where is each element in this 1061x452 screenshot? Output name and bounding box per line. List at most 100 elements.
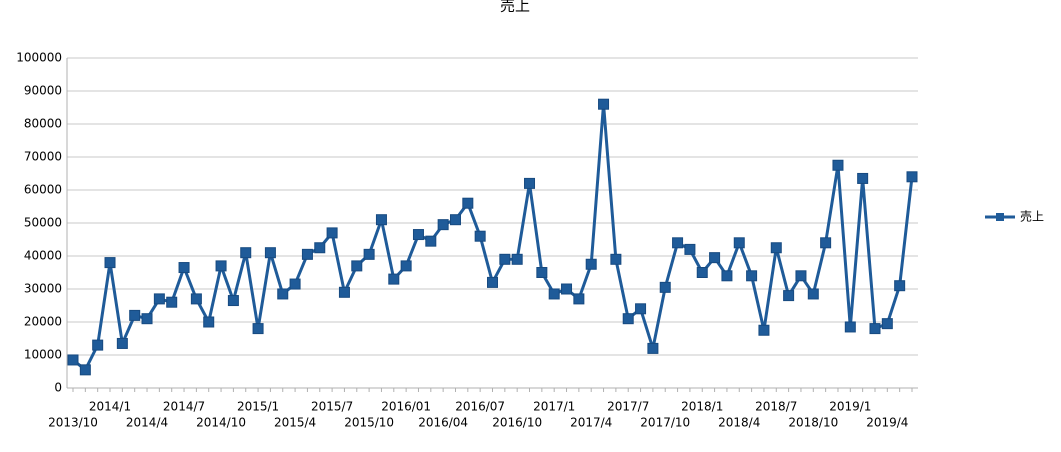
data-point xyxy=(561,283,573,295)
y-tick-label: 10000 xyxy=(24,348,62,362)
data-point xyxy=(709,252,721,264)
data-point xyxy=(548,288,560,300)
data-point xyxy=(240,247,252,259)
x-tick-label: 2015/4 xyxy=(274,416,316,430)
data-point xyxy=(610,253,622,265)
data-point xyxy=(536,267,548,278)
data-point xyxy=(425,235,437,247)
data-point xyxy=(116,337,128,349)
x-tick-label: 2018/7 xyxy=(755,400,797,414)
data-point xyxy=(92,339,104,351)
data-point xyxy=(252,323,264,335)
data-point xyxy=(906,171,918,183)
data-point xyxy=(203,316,215,328)
data-point xyxy=(166,296,178,308)
x-tick-label: 2015/7 xyxy=(311,400,353,414)
x-tick-label: 2014/1 xyxy=(89,400,131,414)
x-tick-label: 2014/4 xyxy=(126,416,168,430)
data-point xyxy=(487,276,498,288)
data-point xyxy=(598,98,610,110)
y-tick-label: 80000 xyxy=(24,117,62,131)
data-point xyxy=(79,364,91,376)
data-point xyxy=(215,260,227,272)
data-point xyxy=(573,293,585,305)
data-point xyxy=(524,177,536,189)
x-tick-label: 2017/10 xyxy=(640,416,690,430)
data-point xyxy=(400,260,412,272)
x-tick-label: 2018/4 xyxy=(718,416,760,430)
data-point xyxy=(437,219,449,231)
data-point xyxy=(449,214,461,226)
data-point xyxy=(881,318,893,330)
data-point xyxy=(844,321,856,333)
x-tick-label: 2017/4 xyxy=(570,416,612,430)
data-point xyxy=(746,270,758,282)
data-point xyxy=(857,172,869,184)
y-tick-label: 30000 xyxy=(24,282,62,296)
x-tick-label: 2016/10 xyxy=(492,416,542,430)
data-point xyxy=(795,270,807,282)
data-point xyxy=(511,253,523,265)
y-tick-label: 40000 xyxy=(24,249,62,263)
data-point xyxy=(104,257,116,269)
x-tick-label: 2018/10 xyxy=(788,416,838,430)
x-tick-label: 2016/01 xyxy=(381,400,431,414)
data-point xyxy=(499,253,511,265)
data-point xyxy=(869,323,881,335)
data-point xyxy=(227,295,239,307)
data-point xyxy=(820,237,832,249)
data-point xyxy=(375,214,387,226)
data-point xyxy=(264,247,276,259)
data-point xyxy=(289,278,301,290)
data-point xyxy=(684,243,696,255)
data-point xyxy=(153,293,165,305)
data-point xyxy=(338,286,350,298)
y-tick-label: 50000 xyxy=(24,216,62,230)
legend-marker xyxy=(996,213,1004,221)
x-tick-label: 2017/7 xyxy=(607,400,649,414)
data-point xyxy=(721,270,733,282)
data-point xyxy=(326,227,338,239)
data-point xyxy=(462,197,474,209)
data-point xyxy=(672,237,684,249)
data-point xyxy=(388,273,400,285)
legend-label: 売上 xyxy=(1020,209,1044,224)
data-point xyxy=(301,248,313,260)
x-tick-label: 2016/07 xyxy=(455,400,505,414)
data-point xyxy=(832,159,844,171)
y-tick-label: 70000 xyxy=(24,150,62,164)
y-tick-label: 0 xyxy=(54,381,62,395)
data-point xyxy=(635,303,647,315)
x-tick-label: 2019/4 xyxy=(866,416,908,430)
x-tick-label: 2013/10 xyxy=(48,416,98,430)
data-point xyxy=(770,242,782,254)
data-point xyxy=(783,290,795,302)
data-point xyxy=(351,260,363,272)
data-point xyxy=(129,309,141,321)
x-tick-label: 2014/7 xyxy=(163,400,205,414)
data-point xyxy=(314,242,326,254)
x-tick-label: 2018/1 xyxy=(681,400,723,414)
data-point xyxy=(141,313,153,325)
data-point xyxy=(647,342,659,354)
x-tick-label: 2017/1 xyxy=(533,400,575,414)
data-point xyxy=(585,258,597,270)
data-point xyxy=(412,229,424,241)
x-tick-label: 2015/1 xyxy=(237,400,279,414)
series-line xyxy=(72,102,914,372)
data-point xyxy=(696,267,708,278)
data-point xyxy=(474,230,486,242)
x-tick-label: 2016/04 xyxy=(418,416,468,430)
data-point xyxy=(178,262,190,274)
y-tick-label: 90000 xyxy=(24,84,62,98)
data-point xyxy=(363,248,375,260)
data-point xyxy=(733,237,745,249)
data-point xyxy=(67,354,79,366)
data-point xyxy=(758,324,770,336)
data-point xyxy=(190,293,202,305)
y-tick-label: 60000 xyxy=(24,183,62,197)
data-point xyxy=(807,288,819,300)
data-point xyxy=(622,313,634,325)
